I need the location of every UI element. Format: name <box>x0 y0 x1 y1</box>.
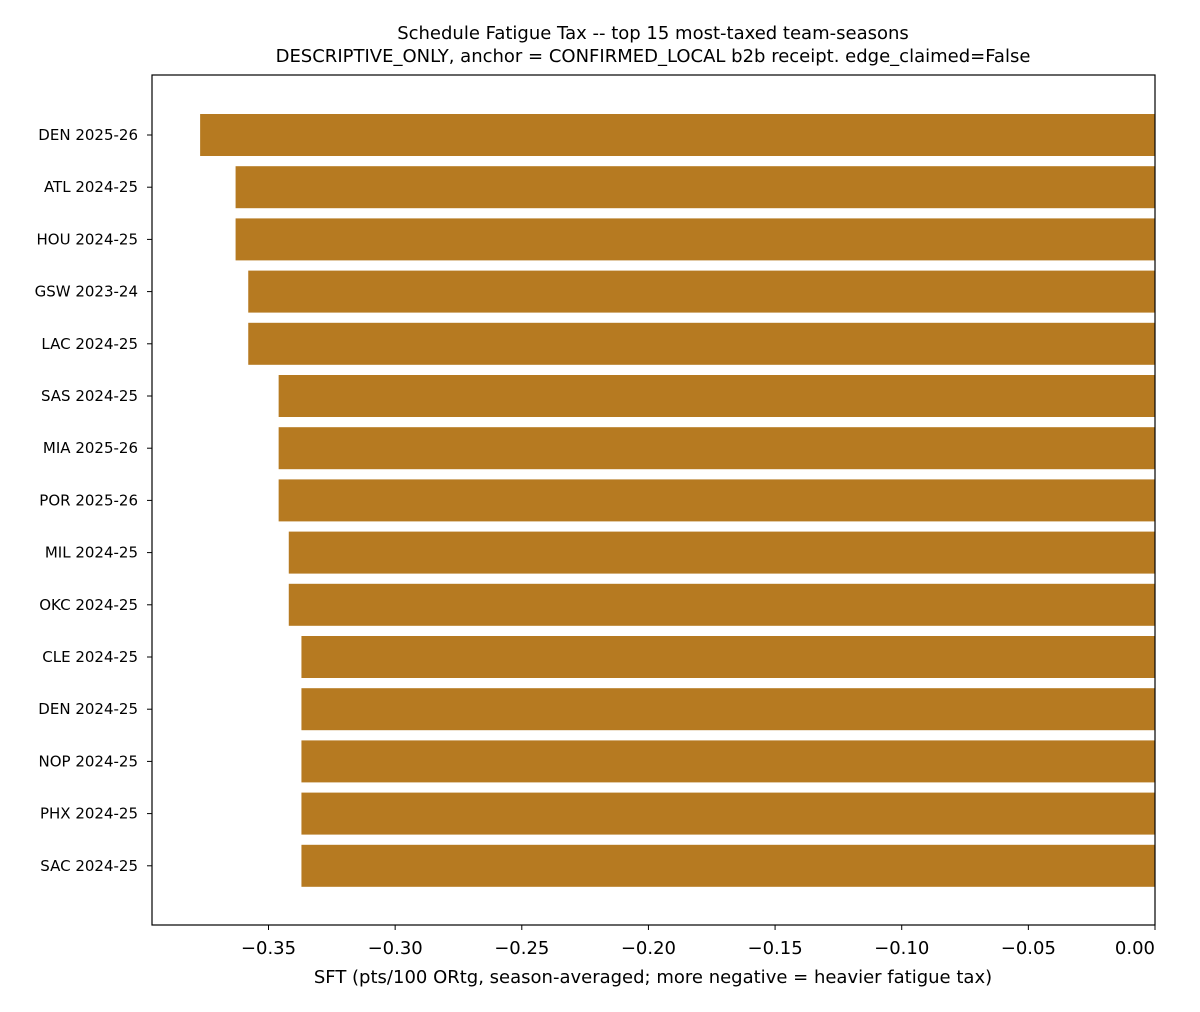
bar <box>301 688 1155 731</box>
bar <box>235 166 1156 209</box>
y-tick-label: ATL 2024-25 <box>44 178 138 196</box>
y-tick-label: DEN 2024-25 <box>38 700 138 718</box>
chart-subtitle: DESCRIPTIVE_ONLY, anchor = CONFIRMED_LOC… <box>276 46 1031 67</box>
bar <box>235 218 1156 261</box>
bar <box>248 322 1155 365</box>
x-tick-label: −0.35 <box>241 938 296 959</box>
x-tick-label: −0.15 <box>747 938 802 959</box>
bars-group <box>200 114 1156 887</box>
x-tick-label: 0.00 <box>1115 938 1155 959</box>
y-tick-label: LAC 2024-25 <box>41 335 138 353</box>
y-tick-label: OKC 2024-25 <box>39 596 138 614</box>
y-tick-label: PHX 2024-25 <box>40 805 138 823</box>
plot-frame <box>151 74 1156 926</box>
bar <box>248 270 1155 313</box>
chart-title: Schedule Fatigue Tax -- top 15 most-taxe… <box>397 23 909 44</box>
x-axis-label: SFT (pts/100 ORtg, season-averaged; more… <box>314 967 992 988</box>
y-tick-label: DEN 2025-26 <box>38 126 138 144</box>
bar <box>278 375 1155 417</box>
y-axis-ticks: DEN 2025-26 ATL 2024-25 HOU 2024-25 GSW 202… <box>35 126 152 875</box>
x-tick-label: −0.05 <box>1001 938 1056 959</box>
bar <box>278 427 1155 470</box>
x-tick-label: −0.30 <box>368 938 423 959</box>
x-tick-label: −0.20 <box>621 938 676 959</box>
y-tick-label: NOP 2024-25 <box>38 752 138 770</box>
y-tick-label: HOU 2024-25 <box>36 230 138 248</box>
x-tick-label: −0.25 <box>494 938 549 959</box>
y-tick-label: CLE 2024-25 <box>42 648 138 666</box>
bar <box>278 479 1155 522</box>
bar <box>301 740 1155 783</box>
bar <box>288 531 1156 574</box>
bar <box>200 114 1156 156</box>
y-tick-label: MIA 2025-26 <box>43 439 138 457</box>
y-tick-label: POR 2025-26 <box>39 491 138 509</box>
y-tick-label: SAS 2024-25 <box>41 387 138 405</box>
bar <box>288 583 1156 626</box>
bar <box>301 636 1155 678</box>
y-tick-label: GSW 2023-24 <box>35 283 138 301</box>
bar <box>301 844 1155 887</box>
x-tick-label: −0.10 <box>874 938 929 959</box>
y-tick-label: MIL 2024-25 <box>45 544 138 562</box>
bar <box>301 792 1155 835</box>
y-tick-label: SAC 2024-25 <box>40 857 138 875</box>
x-axis-ticks: −0.35 −0.30 −0.25 −0.20 −0.15 −0.10 −0.05 0.00 <box>241 925 1156 959</box>
